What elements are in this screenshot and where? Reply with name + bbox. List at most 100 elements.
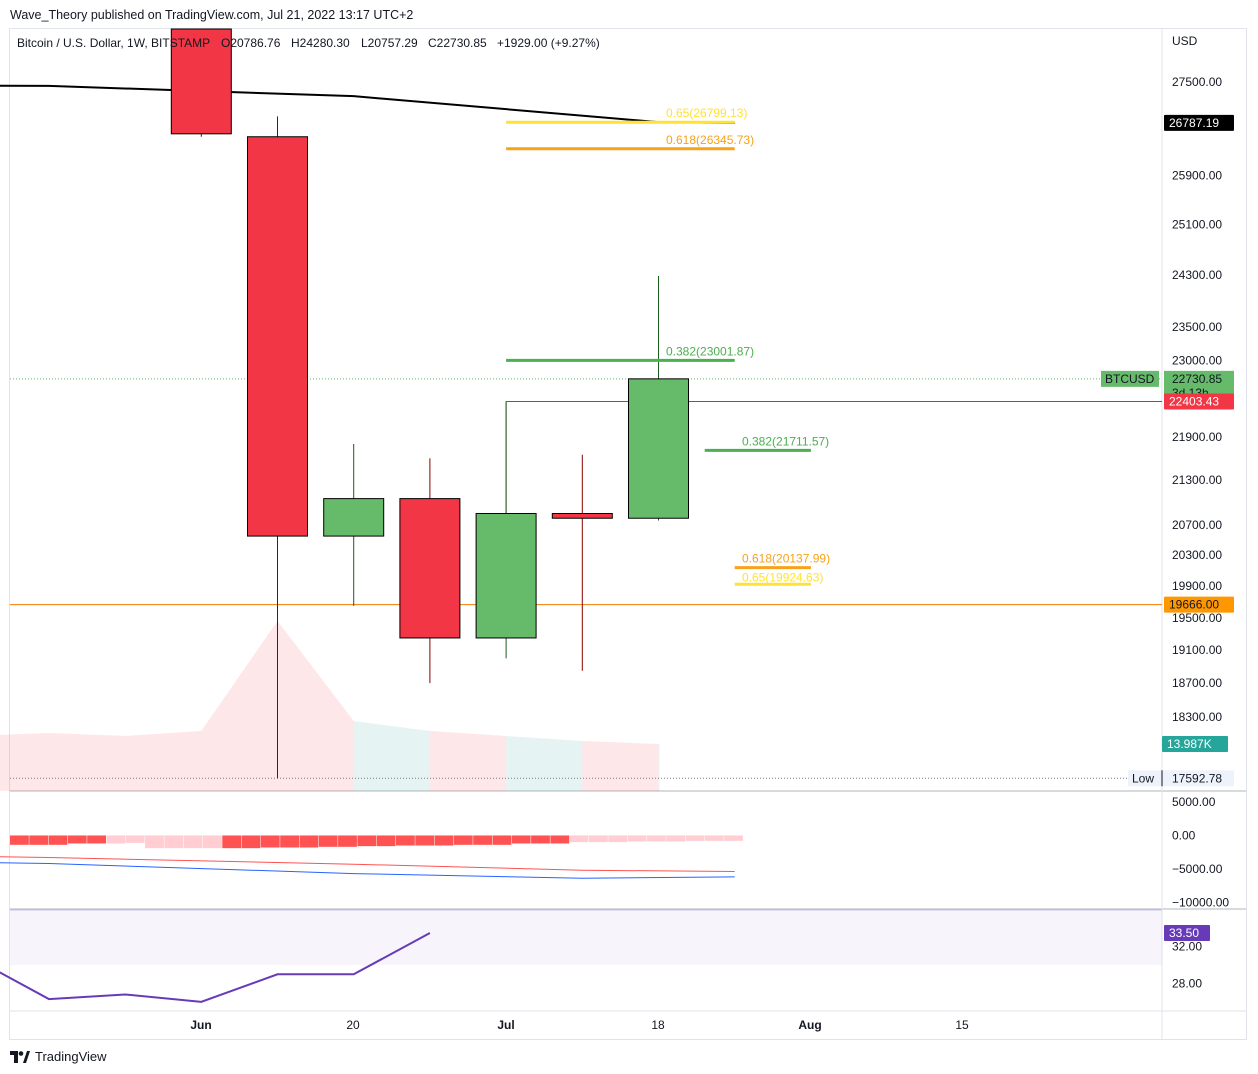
macd-histogram-bar	[67, 835, 87, 844]
rsi-value-tag-bg	[1164, 924, 1210, 941]
rsi-value-tag-text: 33.50	[1169, 926, 1199, 940]
macd-histogram-bar	[704, 835, 724, 841]
macd-histogram-bar	[222, 835, 242, 849]
time-tick-label: 18	[651, 1018, 665, 1032]
macd-histogram-bar	[473, 835, 492, 845]
ma-price-tag-text: 26787.19	[1169, 116, 1219, 130]
macd-signal-line	[0, 856, 735, 873]
volume-bar	[658, 744, 660, 791]
price-tick-label: 23500.00	[1172, 320, 1222, 334]
fib-label: 0.65(19924.63)	[742, 570, 823, 584]
volume-tag-text: 13.987K	[1167, 737, 1212, 751]
legend-symbol[interactable]: Bitcoin / U.S. Dollar, 1W, BITSTAMP	[17, 36, 210, 50]
price-tick-label: 19900.00	[1172, 579, 1222, 593]
macd-histogram-bar	[396, 835, 415, 846]
macd-histogram-bar	[531, 835, 550, 844]
volume-area	[0, 621, 660, 791]
macd-histogram-bar	[415, 835, 435, 846]
rsi-tick-label: 28.00	[1172, 976, 1202, 990]
support-price-tag-text: 19666.00	[1169, 598, 1219, 612]
fib-label: 0.382(21711.57)	[742, 434, 829, 448]
macd-histogram-bar	[376, 835, 396, 847]
candle-body	[247, 136, 308, 537]
rsi-value-tag: 33.50	[1164, 924, 1210, 941]
price-tick-label: 21900.00	[1172, 430, 1222, 444]
low-tag-value: 17592.78	[1172, 771, 1222, 785]
support-price-tag: 19666.00	[1164, 596, 1234, 613]
price-tick-label: 18700.00	[1172, 676, 1222, 690]
macd-histogram-bar	[318, 835, 338, 847]
price-tick-label: 19500.00	[1172, 611, 1222, 625]
macd-histogram-bar	[87, 835, 106, 844]
candle	[323, 444, 385, 606]
fib-label: 0.618(20137.99)	[742, 552, 830, 566]
low-tag-label: Low	[1132, 771, 1154, 785]
fib-label: 0.618(26345.73)	[666, 133, 754, 147]
macd-histogram-bar	[685, 835, 705, 841]
axis-currency: USD	[1172, 34, 1198, 48]
candle-body	[323, 498, 385, 537]
candle-body	[399, 498, 461, 639]
resistance-price-tag-text: 22403.43	[1169, 394, 1219, 408]
macd-pane	[0, 835, 743, 879]
volume-tag: 13.987K	[1162, 736, 1228, 752]
candle	[551, 454, 613, 671]
volume-bar	[277, 621, 354, 791]
macd-histogram-bar	[492, 835, 512, 845]
moving-average-line	[0, 84, 735, 124]
tradingview-brand[interactable]: TradingView	[10, 1049, 107, 1064]
low-price-tag: Low 17592.78	[1128, 770, 1234, 787]
macd-histogram-bar	[646, 835, 666, 842]
ma-price-tag: 26787.19	[1164, 114, 1234, 131]
macd-histogram-bar	[338, 835, 357, 847]
macd-line	[0, 862, 735, 879]
legend-change: +1929.00 (+9.27%)	[497, 36, 600, 50]
macd-histogram-bar	[357, 835, 377, 847]
legend-high: H24280.30	[291, 36, 350, 50]
macd-tick-label: 0.00	[1172, 828, 1196, 842]
symbol-tag-text: BTCUSD	[1105, 372, 1155, 386]
low-tag-bg	[1128, 770, 1234, 787]
volume-bar	[582, 741, 659, 791]
fib-level: 0.618(20137.99)	[734, 552, 830, 570]
macd-histogram-bar	[299, 835, 319, 848]
macd-histogram-bar	[164, 835, 184, 849]
macd-histogram-bar	[724, 835, 743, 841]
candle-body	[475, 512, 537, 639]
fib-level: 0.618(26345.73)	[506, 133, 754, 151]
rsi-tick-label: 32.00	[1172, 940, 1202, 954]
price-tick-label: 25100.00	[1172, 217, 1222, 231]
price-tick-label: 19100.00	[1172, 643, 1222, 657]
macd-histogram-bar	[260, 835, 280, 848]
macd-histogram-bar	[48, 835, 68, 845]
macd-histogram-bar	[125, 835, 145, 843]
macd-histogram-bar	[280, 835, 299, 848]
fib-level: 0.65(19924.63)	[734, 570, 823, 586]
price-axis: USD 27500.00 25900.00 25100.00 24300.00 23500…	[1101, 34, 1234, 990]
macd-tick-label: 5000.00	[1172, 795, 1216, 809]
macd-histogram-bar	[453, 835, 473, 845]
fib-label: 0.65(26799.13)	[666, 106, 747, 120]
macd-histogram-bar	[183, 835, 203, 849]
time-tick-label: 15	[955, 1018, 969, 1032]
price-tick-label: 25900.00	[1172, 168, 1222, 182]
legend-close: C22730.85	[428, 36, 487, 50]
volume-bar	[125, 731, 202, 791]
volume-bar	[353, 721, 430, 791]
support-price-tag-bg	[1164, 596, 1234, 613]
volume-bar	[429, 731, 507, 791]
candle-body	[170, 28, 232, 135]
rsi-pane	[0, 909, 1162, 1003]
macd-tick-label: −10000.00	[1172, 895, 1229, 909]
chart-frame	[9, 28, 1247, 1040]
macd-histogram-bar	[203, 835, 222, 849]
candle	[170, 28, 232, 137]
fib-level: 0.65(26799.13)	[506, 106, 747, 124]
time-tick-label: Jul	[497, 1018, 514, 1032]
macd-histogram-bar	[29, 835, 49, 845]
time-tick-label: 20	[346, 1018, 360, 1032]
time-tick-label: Aug	[798, 1018, 821, 1032]
price-tick-label: 23000.00	[1172, 354, 1222, 368]
macd-histogram-bar	[666, 835, 685, 842]
